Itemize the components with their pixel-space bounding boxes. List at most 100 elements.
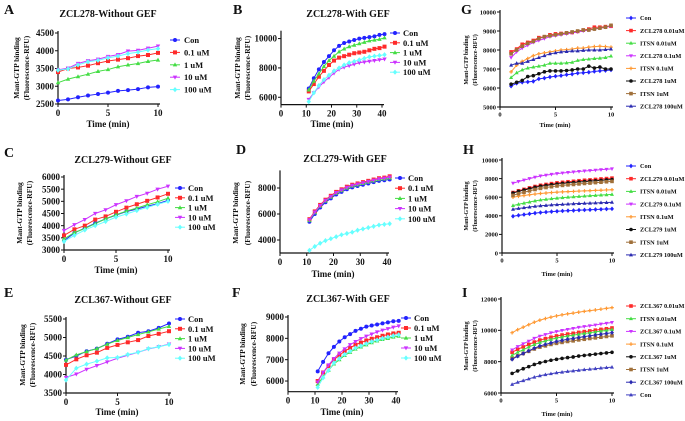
- data-point: [323, 238, 328, 244]
- data-point: [355, 227, 360, 233]
- data-point: [113, 214, 119, 220]
- legend-marker: [403, 335, 409, 340]
- data-point: [362, 39, 367, 44]
- data-point: [352, 51, 357, 56]
- data-point: [367, 59, 372, 64]
- data-point: [347, 348, 353, 354]
- data-point: [85, 71, 91, 76]
- data-point: [543, 372, 548, 377]
- data-point: [560, 356, 564, 361]
- data-point: [536, 76, 541, 82]
- panel-b: B ZCL278-With GEF 0 10 20 30 40 6000 8000 10000 Ti…: [233, 3, 431, 129]
- x-tick-label: 5: [114, 254, 119, 264]
- data-point: [136, 87, 140, 92]
- data-point: [511, 207, 515, 211]
- data-point: [526, 339, 531, 344]
- data-point: [543, 338, 548, 343]
- data-point: [357, 36, 362, 41]
- data-point: [316, 67, 321, 72]
- legend-entry: ITSN 1uM: [626, 239, 669, 246]
- data-point: [510, 330, 514, 335]
- legend-label: Con: [188, 183, 203, 193]
- data-point: [396, 332, 401, 338]
- data-point: [146, 85, 150, 90]
- data-point: [582, 193, 587, 198]
- data-point: [588, 200, 592, 205]
- data-point: [352, 42, 357, 47]
- series-line: [308, 33, 385, 89]
- data-point: [598, 365, 603, 370]
- legend-entry: ITSN 0.1uM: [626, 66, 674, 73]
- data-point: [610, 187, 614, 192]
- series-line: [309, 177, 390, 221]
- data-point: [511, 203, 515, 208]
- series-line: [309, 179, 390, 223]
- data-point: [509, 83, 514, 89]
- x-tick-label: 5: [554, 112, 558, 119]
- data-point: [56, 98, 60, 103]
- data-point: [321, 359, 326, 364]
- data-point: [522, 190, 526, 195]
- data-point: [380, 335, 385, 341]
- data-point: [525, 74, 530, 79]
- data-point: [581, 70, 586, 76]
- data-point: [543, 336, 548, 341]
- data-point: [532, 345, 537, 351]
- series-zcl367-100um: [510, 330, 614, 362]
- legend-label: 1 uM: [184, 60, 203, 70]
- data-point: [566, 195, 570, 199]
- data-point: [358, 326, 363, 331]
- data-point: [549, 202, 554, 207]
- data-point: [581, 67, 586, 71]
- data-point: [509, 52, 513, 56]
- series-zcl367-1um: [510, 350, 614, 376]
- data-point: [520, 78, 524, 83]
- y-axis-label: Mant-GTP binding: [464, 35, 470, 84]
- data-point: [582, 334, 587, 339]
- data-point: [570, 60, 575, 64]
- y-axis-label: Mant-GTP binding: [231, 182, 240, 244]
- data-point: [362, 35, 367, 40]
- legend-entry: ZCL367 0.01uM: [626, 303, 684, 310]
- data-point: [564, 72, 569, 78]
- data-point: [604, 192, 609, 197]
- data-point: [156, 331, 161, 336]
- data-point: [369, 338, 374, 345]
- data-point: [63, 357, 69, 362]
- data-point: [592, 44, 597, 49]
- data-point: [537, 71, 541, 76]
- data-point: [549, 196, 554, 201]
- data-point: [166, 341, 172, 348]
- data-point: [565, 312, 570, 316]
- data-point: [155, 195, 160, 200]
- data-point: [544, 197, 548, 201]
- data-point: [538, 203, 543, 208]
- data-point: [555, 208, 559, 214]
- data-point: [536, 55, 541, 60]
- data-point: [515, 345, 520, 349]
- x-axis-label: Time (min): [86, 119, 129, 129]
- data-point: [560, 195, 565, 200]
- data-point: [342, 54, 347, 59]
- data-point: [369, 323, 374, 328]
- legend-entry: ZCL278 0.01uM: [626, 28, 684, 35]
- data-point: [145, 191, 150, 196]
- panel-letter: F: [232, 286, 241, 301]
- chart-title: ZCL278-Without GEF: [59, 9, 156, 20]
- data-point: [375, 335, 380, 340]
- data-point: [525, 41, 530, 46]
- series-1-um: [55, 57, 161, 85]
- data-point: [560, 334, 565, 339]
- legend-marker: [629, 329, 633, 334]
- data-point: [115, 53, 121, 59]
- data-point: [341, 65, 347, 70]
- data-point: [604, 200, 609, 204]
- data-point: [366, 179, 371, 184]
- data-point: [544, 209, 548, 215]
- series-line: [317, 325, 399, 383]
- legend-marker: [397, 207, 403, 211]
- data-point: [565, 333, 570, 338]
- legend-entry: ZCL367 100uM: [626, 379, 683, 386]
- legend-label: 100 uM: [184, 85, 212, 95]
- data-point: [592, 69, 597, 74]
